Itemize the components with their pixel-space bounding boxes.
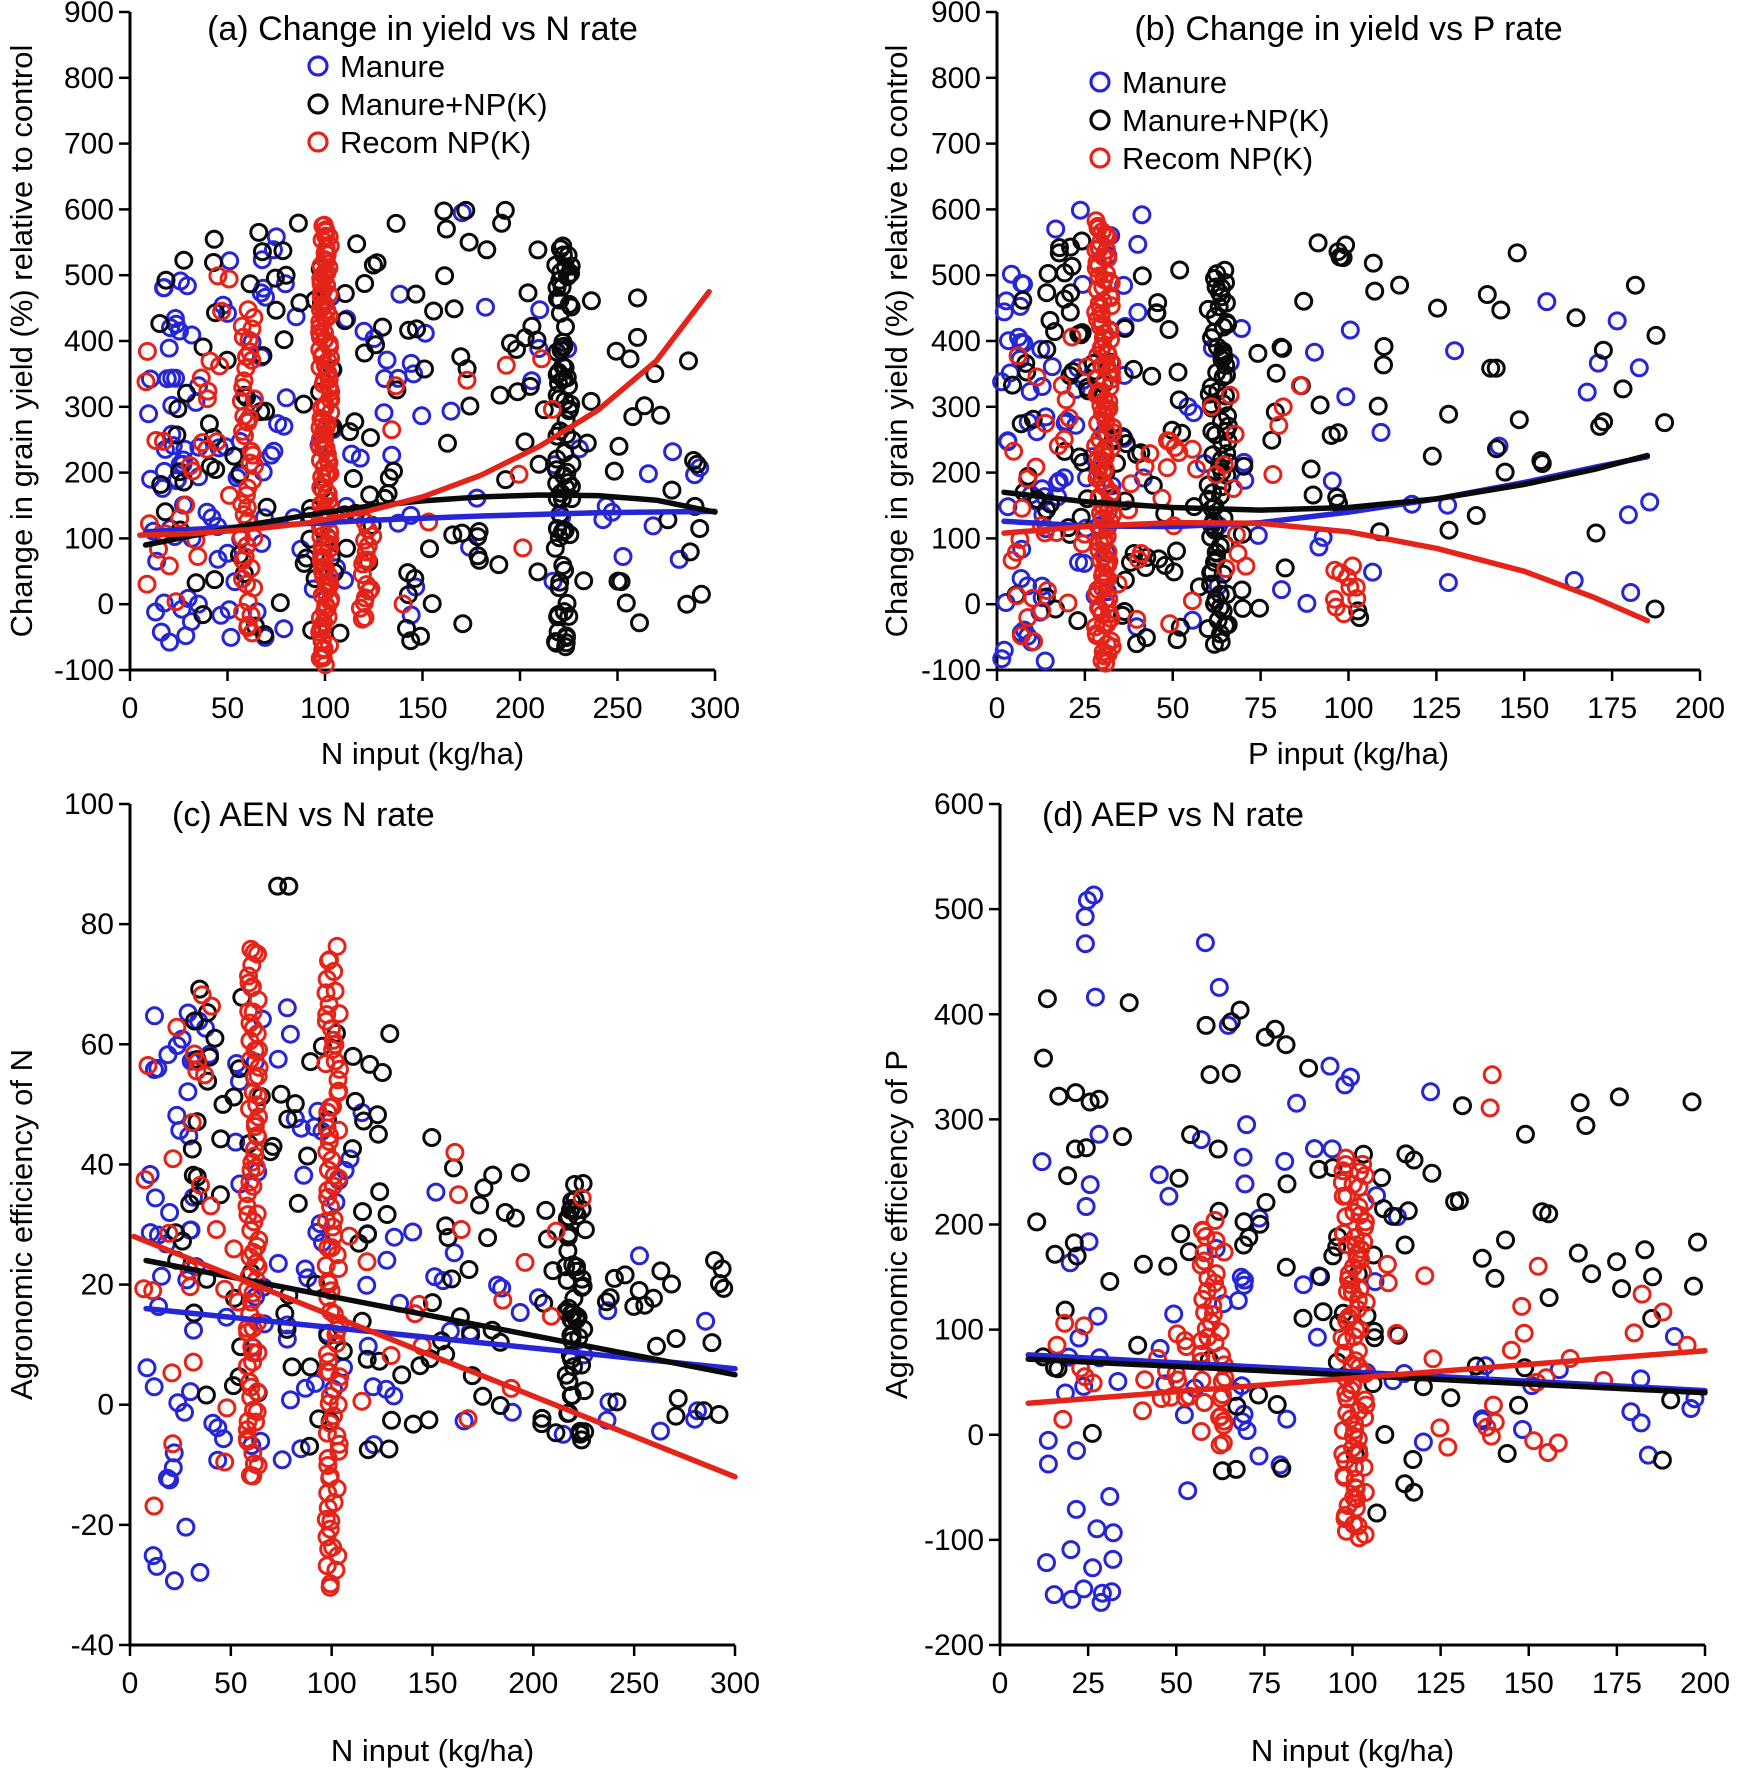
svg-text:150: 150 bbox=[397, 692, 447, 725]
svg-text:700: 700 bbox=[931, 128, 981, 161]
svg-text:250: 250 bbox=[609, 1667, 659, 1700]
svg-text:75: 75 bbox=[1244, 692, 1277, 725]
svg-text:Change in grain yield (%) rela: Change in grain yield (%) relative to co… bbox=[4, 45, 39, 638]
svg-text:60: 60 bbox=[81, 1028, 114, 1061]
svg-text:40: 40 bbox=[81, 1148, 114, 1181]
svg-text:20: 20 bbox=[81, 1269, 114, 1302]
svg-text:175: 175 bbox=[1592, 1667, 1642, 1700]
svg-text:(d) AEP vs N rate: (d) AEP vs N rate bbox=[1042, 796, 1304, 834]
svg-text:100: 100 bbox=[1323, 692, 1373, 725]
svg-text:500: 500 bbox=[934, 893, 984, 926]
svg-text:125: 125 bbox=[1411, 692, 1461, 725]
panel-a-change-yield-vs-n-rate: 0 50 100 150 200 250 300 900 800 700 600 500 400 300 2… bbox=[4, 0, 740, 771]
svg-text:25: 25 bbox=[1071, 1667, 1104, 1700]
svg-text:400: 400 bbox=[931, 325, 981, 358]
svg-text:Recom NP(K): Recom NP(K) bbox=[1122, 141, 1313, 176]
svg-text:200: 200 bbox=[1680, 1667, 1730, 1700]
svg-text:500: 500 bbox=[931, 259, 981, 292]
svg-text:900: 900 bbox=[931, 0, 981, 29]
svg-text:0: 0 bbox=[964, 588, 981, 621]
svg-text:N input (kg/ha): N input (kg/ha) bbox=[1251, 1733, 1454, 1768]
svg-text:200: 200 bbox=[508, 1667, 558, 1700]
svg-text:50: 50 bbox=[211, 692, 244, 725]
svg-text:250: 250 bbox=[592, 692, 642, 725]
svg-text:Agronomic efficiency of P: Agronomic efficiency of P bbox=[879, 1050, 914, 1399]
svg-text:100: 100 bbox=[300, 692, 350, 725]
svg-text:100: 100 bbox=[1327, 1667, 1377, 1700]
svg-text:175: 175 bbox=[1587, 692, 1637, 725]
svg-text:Manure: Manure bbox=[340, 49, 445, 84]
svg-text:900: 900 bbox=[64, 0, 114, 29]
svg-text:700: 700 bbox=[64, 128, 114, 161]
svg-text:300: 300 bbox=[931, 391, 981, 424]
svg-text:-20: -20 bbox=[71, 1509, 114, 1542]
panel-b-change-yield-vs-p-rate: 0 25 50 75 100 125 150 175 200 900 800 700 600 500 400… bbox=[879, 0, 1725, 771]
svg-text:300: 300 bbox=[710, 1667, 760, 1700]
svg-text:50: 50 bbox=[214, 1667, 247, 1700]
svg-text:N input (kg/ha): N input (kg/ha) bbox=[321, 736, 524, 771]
svg-text:100: 100 bbox=[307, 1667, 357, 1700]
svg-text:Recom NP(K): Recom NP(K) bbox=[340, 125, 531, 160]
svg-text:N input (kg/ha): N input (kg/ha) bbox=[331, 1733, 534, 1768]
svg-text:200: 200 bbox=[495, 692, 545, 725]
svg-text:-200: -200 bbox=[924, 1629, 984, 1662]
svg-text:0: 0 bbox=[122, 1667, 139, 1700]
svg-text:200: 200 bbox=[1675, 692, 1725, 725]
svg-text:-100: -100 bbox=[54, 654, 114, 687]
svg-text:600: 600 bbox=[64, 193, 114, 226]
svg-text:0: 0 bbox=[122, 692, 139, 725]
svg-text:(c) AEN vs N rate: (c) AEN vs N rate bbox=[172, 796, 435, 834]
svg-text:800: 800 bbox=[931, 62, 981, 95]
panel-d-aep-vs-n-rate: 0 25 50 75 100 125 150 175 200 600 500 400 300 200 100… bbox=[879, 790, 1730, 1768]
svg-text:200: 200 bbox=[64, 457, 114, 490]
svg-text:400: 400 bbox=[934, 998, 984, 1031]
svg-text:100: 100 bbox=[64, 522, 114, 555]
svg-text:-100: -100 bbox=[921, 654, 981, 687]
svg-text:(b) Change in yield vs P rate: (b) Change in yield vs P rate bbox=[1134, 10, 1562, 48]
svg-text:Manure+NP(K): Manure+NP(K) bbox=[340, 87, 548, 122]
svg-text:600: 600 bbox=[934, 790, 984, 821]
svg-text:100: 100 bbox=[64, 790, 114, 821]
svg-text:P input (kg/ha): P input (kg/ha) bbox=[1248, 736, 1449, 771]
svg-text:150: 150 bbox=[1504, 1667, 1554, 1700]
svg-text:600: 600 bbox=[931, 193, 981, 226]
svg-text:125: 125 bbox=[1416, 1667, 1466, 1700]
svg-text:Manure: Manure bbox=[1122, 65, 1227, 100]
svg-text:300: 300 bbox=[64, 391, 114, 424]
svg-text:-100: -100 bbox=[924, 1524, 984, 1557]
svg-text:80: 80 bbox=[81, 908, 114, 941]
svg-text:50: 50 bbox=[1156, 692, 1189, 725]
svg-text:150: 150 bbox=[1499, 692, 1549, 725]
svg-text:0: 0 bbox=[97, 1389, 114, 1422]
svg-text:0: 0 bbox=[989, 692, 1006, 725]
svg-text:0: 0 bbox=[97, 588, 114, 621]
svg-text:100: 100 bbox=[931, 522, 981, 555]
svg-text:-40: -40 bbox=[71, 1629, 114, 1662]
svg-text:300: 300 bbox=[934, 1103, 984, 1136]
svg-text:0: 0 bbox=[967, 1419, 984, 1452]
svg-text:Change in grain yield (%) rela: Change in grain yield (%) relative to co… bbox=[879, 45, 914, 638]
svg-text:Agronomic efficiency of N: Agronomic efficiency of N bbox=[4, 1049, 39, 1400]
svg-text:800: 800 bbox=[64, 62, 114, 95]
svg-text:0: 0 bbox=[992, 1667, 1009, 1700]
svg-text:200: 200 bbox=[934, 1209, 984, 1242]
svg-text:300: 300 bbox=[690, 692, 740, 725]
svg-text:50: 50 bbox=[1160, 1667, 1193, 1700]
svg-text:25: 25 bbox=[1068, 692, 1101, 725]
svg-text:200: 200 bbox=[931, 457, 981, 490]
svg-text:150: 150 bbox=[407, 1667, 457, 1700]
svg-text:75: 75 bbox=[1248, 1667, 1281, 1700]
svg-text:400: 400 bbox=[64, 325, 114, 358]
svg-text:(a) Change in yield vs N rate: (a) Change in yield vs N rate bbox=[207, 10, 638, 48]
svg-text:Manure+NP(K): Manure+NP(K) bbox=[1122, 103, 1330, 138]
svg-text:500: 500 bbox=[64, 259, 114, 292]
svg-text:100: 100 bbox=[934, 1314, 984, 1347]
